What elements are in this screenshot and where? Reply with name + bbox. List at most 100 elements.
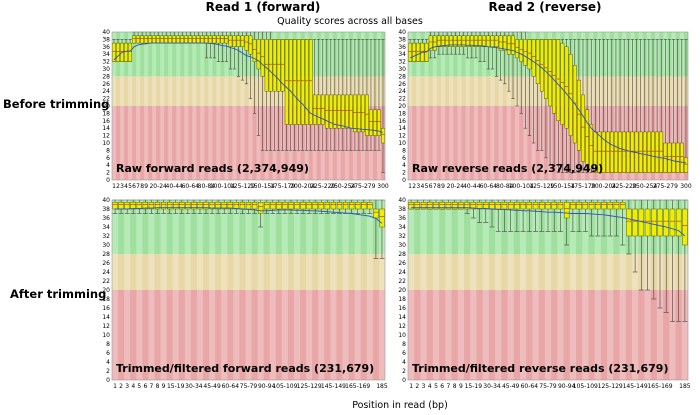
x-tick-label: 2: [415, 383, 419, 390]
box-215-219: [312, 94, 317, 125]
box-100-104: [576, 202, 582, 210]
box-2: [412, 42, 417, 62]
zone-stripe: [408, 290, 415, 380]
box-85-89: [258, 202, 264, 214]
x-tick-label: 100-104: [509, 183, 534, 190]
x-tick-label: 1: [408, 183, 412, 190]
zone-stripe: [184, 76, 189, 106]
box-180-184: [373, 208, 379, 219]
y-tick-label: 8: [402, 341, 406, 348]
zone-stripe: [306, 290, 313, 380]
zone-stripe: [172, 290, 179, 380]
zone-stripe: [644, 290, 651, 380]
y-tick-label: 20: [102, 103, 110, 110]
y-tick-label: 30: [102, 242, 110, 249]
box-115-119: [531, 39, 536, 77]
zone-stripe: [544, 254, 552, 290]
x-tick-label: 40-44: [166, 183, 184, 190]
zone-stripe: [569, 290, 576, 380]
box-1: [112, 42, 116, 62]
box-125-129: [306, 202, 312, 210]
box-55-59: [221, 202, 227, 210]
y-tick-label: 28: [398, 251, 406, 258]
y-tick-label: 12: [102, 133, 110, 140]
zone-stripe: [281, 254, 288, 290]
box-285-289: [369, 109, 373, 136]
box-80-84: [551, 202, 557, 210]
box-135-139: [248, 35, 253, 55]
box-8: [140, 35, 144, 44]
x-tick-label: 9: [441, 183, 445, 190]
x-tick-label: 150-154: [550, 183, 575, 190]
x-tick-label: 3: [422, 383, 426, 390]
box-35-39: [495, 202, 501, 210]
box-120-124: [236, 35, 241, 47]
zone-stripe: [144, 32, 149, 77]
box-15-19: [152, 35, 156, 44]
box-115-119: [294, 202, 300, 210]
zone-stripe: [209, 290, 216, 380]
box-230-234: [626, 131, 631, 173]
box-115-119: [595, 202, 601, 210]
zone-stripe: [619, 254, 626, 290]
box-150-154: [260, 39, 265, 77]
zone-stripe: [233, 254, 240, 290]
zone-stripe: [440, 76, 446, 106]
zone-stripe: [523, 106, 528, 180]
box-25-29: [457, 35, 462, 47]
zone-stripe: [470, 290, 477, 380]
x-tick-label: 5: [128, 183, 132, 190]
zone-stripe: [148, 254, 155, 290]
zone-stripe: [482, 76, 487, 106]
panel-label: Raw forward reads (2,374,949): [116, 162, 309, 175]
y-tick-label: 10: [398, 140, 406, 147]
box-65-69: [532, 202, 539, 210]
box-130-134: [613, 202, 620, 210]
y-tick-label: 34: [398, 224, 406, 231]
box-185-189: [589, 124, 594, 170]
box-140-144: [324, 202, 330, 210]
zone-stripe: [216, 106, 221, 180]
y-tick-label: 16: [102, 118, 110, 125]
zone-stripe: [457, 290, 464, 380]
zone-stripe: [245, 200, 252, 254]
box-40-44: [469, 35, 474, 47]
box-50-54: [180, 35, 185, 44]
zone-stripe: [256, 106, 261, 180]
y-tick-label: 40: [398, 197, 406, 204]
box-45-49: [507, 202, 514, 210]
box-60-64: [526, 202, 533, 210]
x-tick-label: 2: [116, 183, 120, 190]
zone-stripe: [532, 290, 539, 380]
zone-stripe: [112, 200, 119, 254]
zone-stripe: [257, 254, 264, 290]
box-9: [160, 202, 167, 210]
box-20-24: [453, 35, 458, 47]
box-165-169: [272, 39, 277, 92]
y-tick-label: 2: [402, 170, 406, 177]
box-20-24: [179, 202, 185, 210]
zone-stripe: [515, 106, 520, 180]
box-220-224: [316, 94, 321, 125]
box-55-59: [482, 35, 487, 47]
zone-stripe: [557, 254, 564, 290]
x-tick-label: 100-104: [210, 183, 235, 190]
zone-stripe: [120, 76, 125, 106]
zone-stripe: [160, 32, 165, 77]
x-tick-label: 5: [425, 183, 429, 190]
zone-stripe: [208, 76, 213, 106]
zone-stripe: [124, 254, 131, 290]
zone-stripe: [269, 200, 276, 254]
box-105-109: [282, 202, 288, 210]
box-10-14: [464, 202, 470, 210]
x-tick-label: 1: [409, 383, 413, 390]
box-150-154: [336, 202, 343, 210]
x-tick-label: 60-64: [480, 183, 498, 190]
box-150-154: [560, 42, 565, 125]
box-275-279: [663, 142, 668, 173]
y-tick-label: 20: [102, 287, 110, 294]
box-285-289: [671, 142, 676, 173]
zone-stripe: [681, 290, 688, 380]
zone-stripe: [498, 76, 503, 106]
